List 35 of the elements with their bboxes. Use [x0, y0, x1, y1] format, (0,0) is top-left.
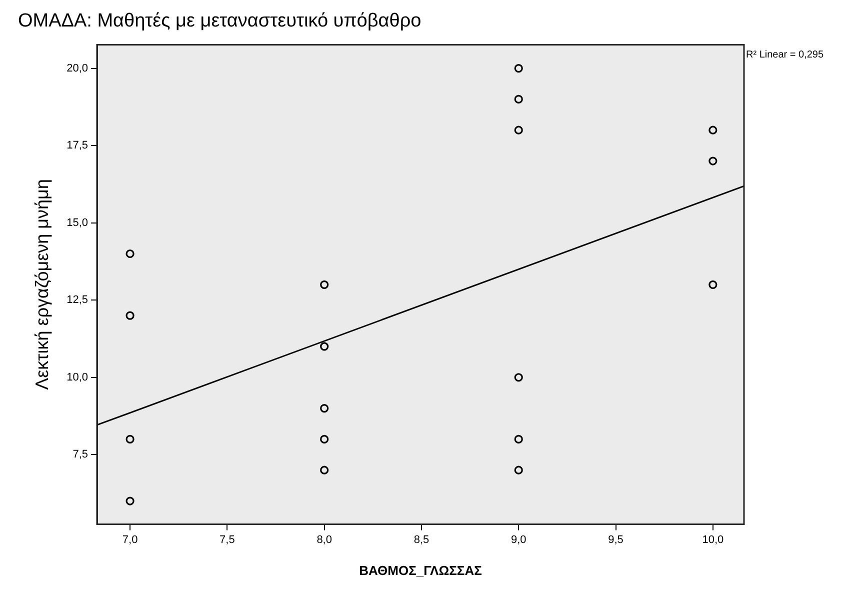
y-tick-label: 20,0 [66, 62, 88, 74]
point [514, 373, 523, 382]
x-tick-label: 9,0 [510, 534, 526, 546]
point [514, 466, 523, 474]
point [514, 434, 523, 444]
point [320, 342, 329, 351]
point [320, 434, 329, 444]
y-tick-label: 15,0 [66, 216, 88, 229]
text: R² Linear = 0,295 [746, 50, 824, 61]
point [126, 249, 134, 258]
y-tick-label: 7,5 [72, 448, 88, 461]
x-axis-title: ΒΑΘΜΟΣ_ΓΛΩΣΣΑΣ [359, 562, 482, 578]
x-tick-label: 8,5 [414, 534, 430, 546]
point [320, 466, 329, 474]
point [126, 311, 134, 320]
point [514, 126, 523, 134]
y-tick-label: 10,0 [66, 371, 88, 384]
x-tick-label: 8,0 [316, 534, 332, 546]
point [708, 280, 718, 289]
x-tick-label: 7,0 [122, 534, 138, 546]
point [708, 126, 718, 134]
y-axis-title: Λεκτική εργαζόμενη μνήμη [32, 179, 52, 390]
x-tick-label: 10,0 [702, 534, 724, 546]
y-tick-label: 12,5 [66, 294, 88, 306]
point [514, 64, 523, 73]
point [514, 94, 523, 104]
x-tick-label: 7,5 [220, 534, 235, 546]
point [320, 280, 329, 289]
y-tick-label: 17,5 [66, 140, 88, 152]
chart-title: ΟΜΑΔΑ: Μαθητές με μεταναστευτικό υπόβαθρο [18, 10, 422, 32]
x-tick-label: 9,5 [608, 534, 624, 546]
point [708, 156, 718, 166]
point [126, 496, 134, 506]
point [126, 434, 134, 444]
point [320, 404, 329, 413]
